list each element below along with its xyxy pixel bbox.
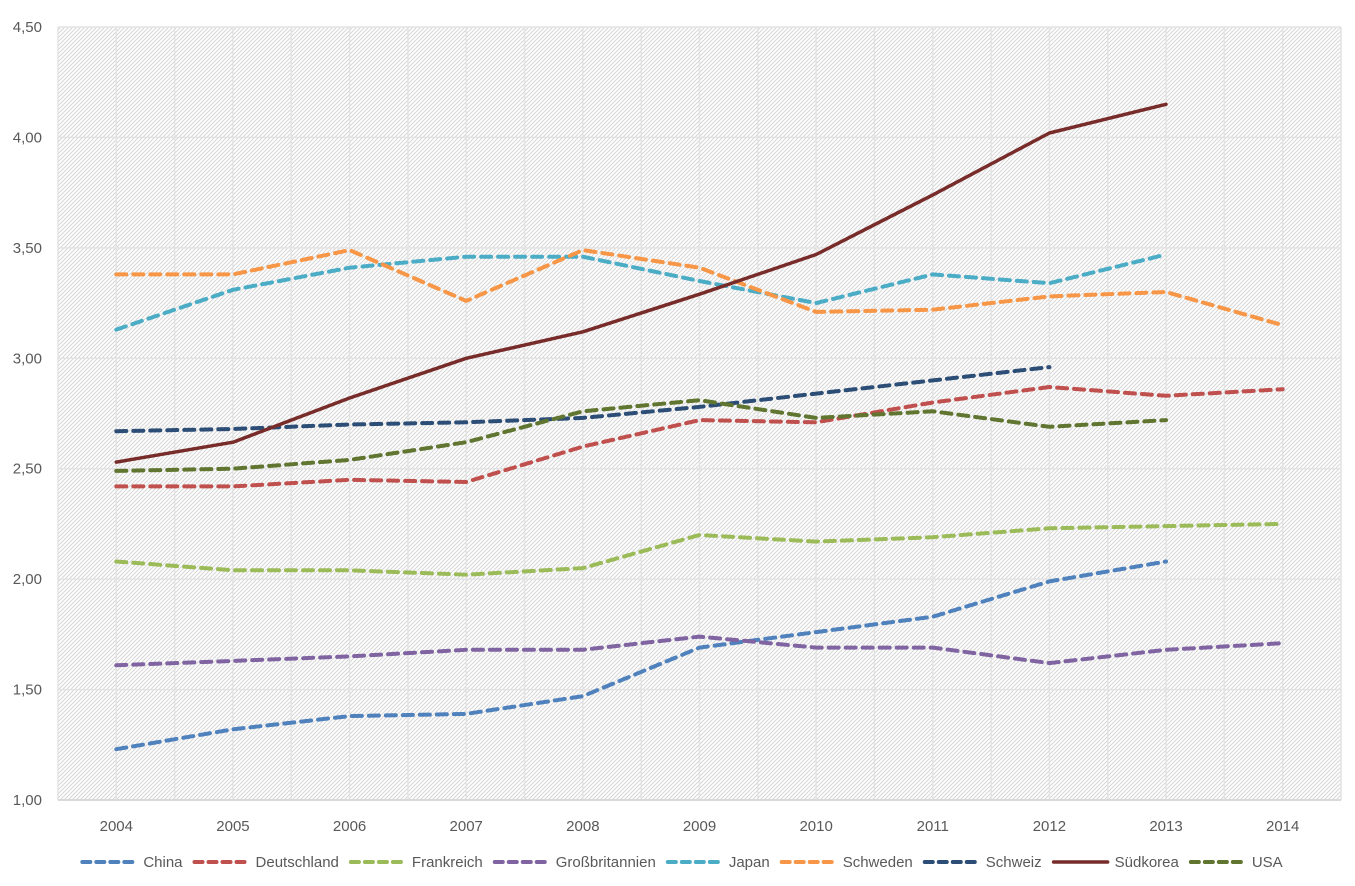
y-tick-label: 2,00	[13, 571, 42, 588]
series-line-deutschland	[114, 385, 1285, 489]
legend-label: USA	[1252, 854, 1283, 871]
legend-item-frankreich: Frankreich	[348, 854, 483, 871]
legend-label: Deutschland	[256, 854, 339, 871]
x-tick-label: 2004	[100, 818, 133, 835]
legend-label: Schweiz	[986, 854, 1042, 871]
legend-item-grossbritannien: Großbritannien	[492, 854, 656, 871]
legend-item-schweiz: Schweiz	[922, 854, 1042, 871]
legend-label: Südkorea	[1115, 854, 1180, 871]
x-tick-label: 2012	[1033, 818, 1066, 835]
x-tick-label: 2008	[566, 818, 599, 835]
legend-label: China	[143, 854, 183, 871]
x-tick-label: 2009	[683, 818, 716, 835]
series-line-japan	[114, 252, 1168, 332]
legend-label: Schweden	[843, 854, 913, 871]
legend-item-usa: USA	[1188, 854, 1283, 871]
y-tick-label: 1,50	[13, 682, 42, 699]
x-tick-label: 2005	[216, 818, 249, 835]
legend-label: Großbritannien	[556, 854, 656, 871]
x-axis-tick-labels: 2004 2005 2006 2007 2008 2009 2010 2011 2012 2013…	[100, 818, 1300, 835]
series-line-schweden	[114, 248, 1285, 328]
series-line-suedkorea	[114, 102, 1168, 464]
y-tick-label: 3,50	[13, 240, 42, 257]
series-line-grossbritannien	[114, 634, 1285, 668]
x-tick-label: 2013	[1149, 818, 1182, 835]
y-tick-label: 4,00	[13, 129, 42, 146]
y-tick-label: 1,00	[13, 792, 42, 809]
series-line-frankreich	[114, 521, 1285, 577]
legend-label: Japan	[729, 854, 770, 871]
y-axis-tick-labels: 1,00 1,50 2,00 2,50 3,00 3,50 4,00 4,50	[13, 19, 42, 809]
y-tick-label: 4,50	[13, 19, 42, 36]
x-tick-label: 2011	[917, 818, 949, 835]
series-line-usa	[114, 398, 1168, 473]
legend-item-china: China	[80, 854, 183, 871]
gridlines	[57, 26, 1342, 801]
x-tick-label: 2007	[450, 818, 483, 835]
x-tick-label: 2010	[799, 818, 832, 835]
y-tick-label: 2,50	[13, 461, 42, 478]
legend-item-schweden: Schweden	[779, 854, 913, 871]
legend-label: Frankreich	[412, 854, 483, 871]
y-tick-label: 3,00	[13, 350, 42, 367]
x-tick-label: 2006	[333, 818, 366, 835]
legend: China Deutschland Frankreich Großbritannien…	[80, 854, 1283, 871]
x-tick-label: 2014	[1266, 818, 1299, 835]
series-line-china	[114, 559, 1168, 752]
legend-item-suedkorea: Südkorea	[1051, 854, 1180, 871]
legend-item-japan: Japan	[665, 854, 770, 871]
series-lines	[114, 102, 1285, 752]
legend-item-deutschland: Deutschland	[192, 854, 339, 871]
